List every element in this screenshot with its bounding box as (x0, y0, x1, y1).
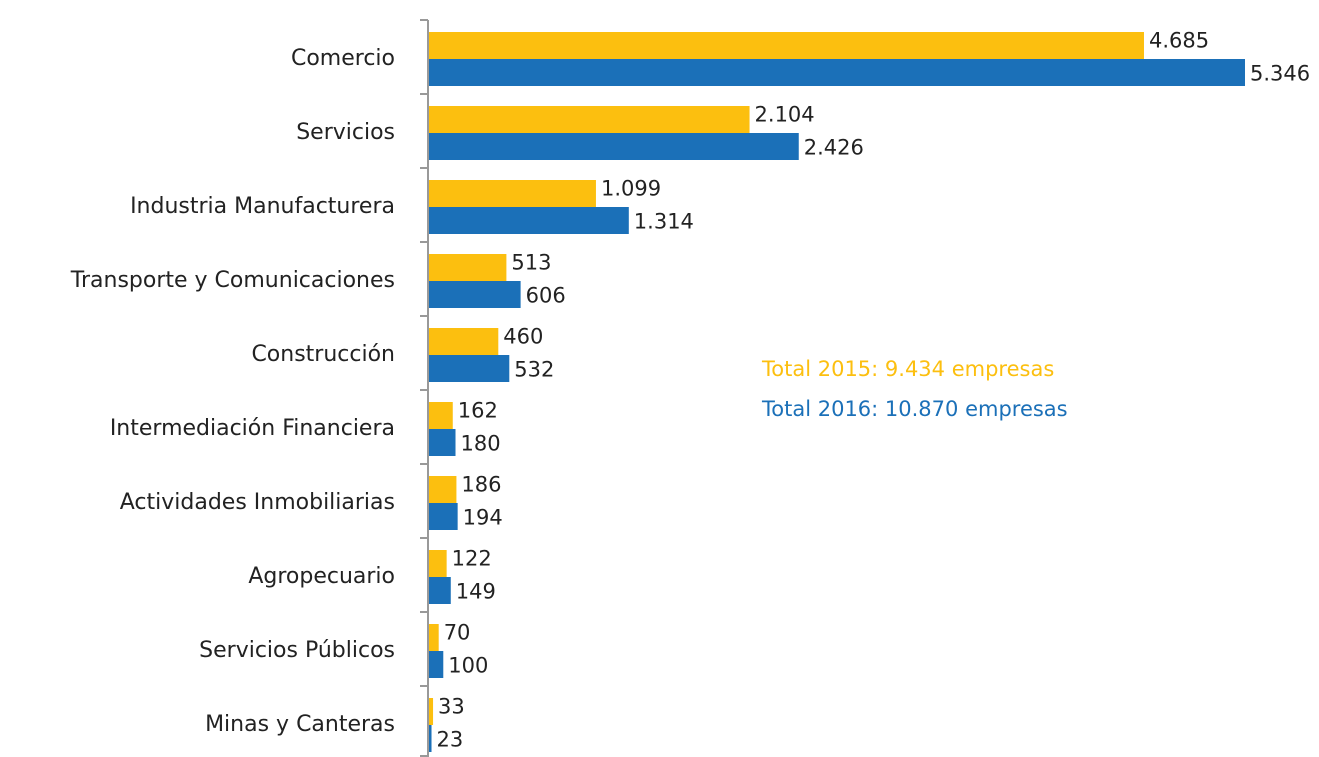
value-label: 5.346 (1250, 62, 1310, 86)
value-label: 180 (461, 432, 501, 456)
category-label: Servicios Públicos (199, 638, 395, 663)
value-label: 2.426 (804, 136, 864, 160)
category-label: Industria Manufacturera (130, 194, 395, 219)
bar (428, 281, 521, 308)
bar (428, 328, 499, 355)
value-label: 2.104 (755, 103, 815, 127)
value-label: 186 (461, 473, 501, 497)
category-label: Servicios (296, 120, 395, 145)
bar (428, 133, 799, 160)
bar (428, 725, 432, 752)
bar (428, 503, 458, 530)
bar (428, 106, 750, 133)
value-label: 149 (456, 580, 496, 604)
value-label: 1.099 (601, 177, 661, 201)
value-label: 513 (511, 251, 551, 275)
category-label: Minas y Canteras (205, 712, 395, 737)
value-label: 194 (463, 506, 503, 530)
category-label: Agropecuario (248, 564, 395, 589)
bar (428, 180, 596, 207)
bar (428, 624, 439, 651)
category-label: Comercio (291, 46, 395, 71)
value-label: 122 (452, 547, 492, 571)
bar (428, 355, 510, 382)
annotation: Total 2015: 9.434 empresas (761, 357, 1054, 381)
bar (428, 32, 1144, 59)
value-label: 460 (503, 325, 543, 349)
bar (428, 550, 447, 577)
category-label: Construcción (251, 342, 395, 367)
value-label: 23 (437, 728, 464, 752)
bar (428, 402, 453, 429)
value-label: 162 (458, 399, 498, 423)
value-label: 4.685 (1149, 29, 1209, 53)
bar (428, 429, 456, 456)
annotation: Total 2016: 10.870 empresas (761, 397, 1068, 421)
value-label: 100 (448, 654, 488, 678)
value-label: 1.314 (634, 210, 694, 234)
bar (428, 577, 451, 604)
bar (428, 698, 434, 725)
bar (428, 207, 629, 234)
value-label: 532 (514, 358, 554, 382)
bar (428, 59, 1245, 86)
category-label: Transporte y Comunicaciones (70, 268, 395, 293)
category-label: Actividades Inmobiliarias (120, 490, 395, 515)
value-label: 70 (444, 621, 471, 645)
bar (428, 651, 444, 678)
value-label: 33 (438, 695, 465, 719)
value-label: 606 (526, 284, 566, 308)
category-label: Intermediación Financiera (110, 416, 395, 441)
bar (428, 254, 507, 281)
bar (428, 476, 457, 503)
